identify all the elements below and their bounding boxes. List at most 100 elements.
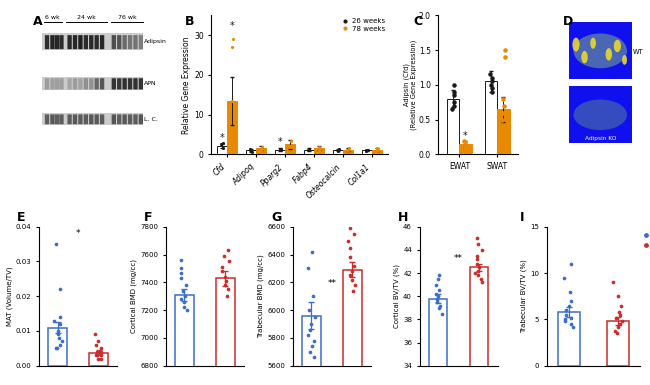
Point <box>307 343 317 349</box>
Point <box>615 321 625 327</box>
Point <box>304 147 314 153</box>
Text: E: E <box>17 211 25 224</box>
FancyBboxPatch shape <box>50 35 55 49</box>
Point <box>52 345 62 352</box>
Text: 6 wk: 6 wk <box>45 15 60 20</box>
Point <box>285 144 296 151</box>
Bar <box>333 150 343 154</box>
Point <box>55 286 66 292</box>
Point <box>370 148 381 154</box>
Text: H: H <box>398 211 408 224</box>
Point <box>219 253 229 259</box>
Point <box>181 282 192 288</box>
Point <box>564 303 574 309</box>
Point <box>309 354 319 360</box>
Ellipse shape <box>590 38 596 49</box>
Ellipse shape <box>581 51 588 64</box>
Ellipse shape <box>573 99 627 130</box>
Bar <box>216 278 235 385</box>
Bar <box>485 82 497 154</box>
Point <box>92 352 102 358</box>
Point <box>344 254 355 260</box>
FancyBboxPatch shape <box>128 35 132 49</box>
Point <box>372 147 382 153</box>
Ellipse shape <box>573 33 627 68</box>
Point <box>333 147 343 153</box>
Point <box>92 349 103 355</box>
Point <box>560 316 571 323</box>
Point <box>176 296 186 302</box>
Y-axis label: Trabecular BV/TV (%): Trabecular BV/TV (%) <box>521 259 527 333</box>
Point <box>220 282 231 288</box>
Point <box>303 265 313 271</box>
Point <box>566 321 576 327</box>
Point <box>487 75 497 81</box>
Point <box>434 272 445 278</box>
Point <box>612 330 622 336</box>
Point <box>55 321 65 327</box>
Point <box>257 146 267 152</box>
Point <box>246 149 257 155</box>
Text: Adipsin: Adipsin <box>144 39 166 44</box>
Point <box>566 261 577 267</box>
Point <box>608 279 618 285</box>
Point <box>565 288 575 295</box>
Point <box>432 299 442 305</box>
Point <box>224 258 235 264</box>
Point <box>176 270 186 276</box>
Point <box>487 85 497 92</box>
FancyBboxPatch shape <box>55 35 59 49</box>
Point <box>433 276 443 282</box>
Point <box>343 147 354 154</box>
Point <box>436 311 447 317</box>
FancyBboxPatch shape <box>117 114 122 124</box>
Point <box>497 117 508 123</box>
Point <box>96 356 106 362</box>
Y-axis label: Trabecular BMD (mg/cc): Trabecular BMD (mg/cc) <box>258 254 265 338</box>
Point <box>474 264 484 270</box>
Point <box>245 147 255 154</box>
Point <box>485 71 495 77</box>
FancyBboxPatch shape <box>78 35 83 49</box>
Point <box>361 148 372 154</box>
FancyBboxPatch shape <box>68 35 72 49</box>
Bar <box>42 33 143 50</box>
Point <box>432 295 442 301</box>
Point <box>54 335 64 341</box>
FancyBboxPatch shape <box>100 35 104 49</box>
Point <box>55 314 65 320</box>
Point <box>487 79 497 85</box>
Point <box>53 328 64 334</box>
Bar <box>227 101 237 154</box>
Point <box>560 318 570 324</box>
Bar <box>569 86 632 143</box>
Ellipse shape <box>614 40 621 52</box>
FancyBboxPatch shape <box>73 35 77 49</box>
FancyBboxPatch shape <box>59 114 64 124</box>
Point <box>559 275 569 281</box>
Bar <box>372 150 382 154</box>
Bar <box>246 151 256 154</box>
FancyBboxPatch shape <box>133 78 138 89</box>
FancyBboxPatch shape <box>84 114 88 124</box>
FancyBboxPatch shape <box>68 114 72 124</box>
Point <box>363 147 373 153</box>
FancyBboxPatch shape <box>133 114 138 124</box>
Point <box>96 352 107 358</box>
Point <box>307 293 318 299</box>
Point <box>487 89 497 95</box>
Text: WT: WT <box>633 49 644 55</box>
Point <box>314 147 324 153</box>
Point <box>314 144 324 151</box>
Point <box>448 82 459 88</box>
Point <box>275 146 285 152</box>
FancyBboxPatch shape <box>55 78 59 89</box>
FancyBboxPatch shape <box>100 114 104 124</box>
Point <box>449 89 460 95</box>
Point <box>613 293 623 299</box>
Bar <box>429 298 447 385</box>
Point <box>48 318 58 324</box>
Point <box>256 147 266 154</box>
Text: Adipsin KO: Adipsin KO <box>584 136 616 141</box>
FancyBboxPatch shape <box>59 35 64 49</box>
